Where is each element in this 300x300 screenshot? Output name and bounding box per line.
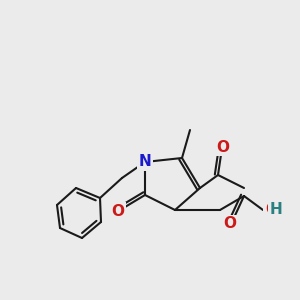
Text: O: O bbox=[265, 202, 278, 217]
Text: O: O bbox=[112, 203, 124, 218]
Text: N: N bbox=[139, 154, 152, 169]
Text: H: H bbox=[270, 202, 282, 217]
Text: O: O bbox=[217, 140, 230, 154]
Text: O: O bbox=[224, 217, 236, 232]
